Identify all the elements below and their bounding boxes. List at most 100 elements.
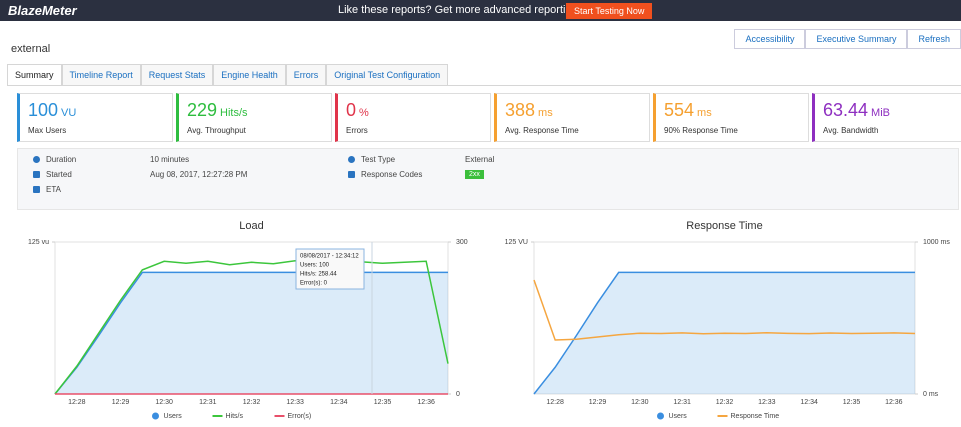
kpi-number: 0 [346, 100, 357, 120]
tab[interactable]: Timeline Report [61, 64, 141, 86]
x-tick-label: 12:34 [800, 399, 818, 406]
kpi-label: Avg. Bandwidth [823, 126, 879, 135]
x-tick-label: 12:29 [589, 399, 607, 406]
kpi-value: 388 ms [505, 100, 553, 121]
info-value: Aug 08, 2017, 12:27:28 PM [150, 170, 248, 179]
kpi-value: 100 VU [28, 100, 76, 121]
x-tick-label: 12:33 [286, 399, 304, 406]
info-value: 2xx [465, 170, 484, 179]
legend-label: Users [669, 413, 688, 420]
series-line [533, 271, 915, 395]
action-button[interactable]: Refresh [907, 29, 961, 49]
top-bar: BlazeMeter Like these reports? Get more … [0, 0, 961, 21]
y2-tick-label: 1000 ms [923, 239, 950, 246]
info-row: Test Type External [348, 155, 494, 164]
kpi-unit: ms [538, 107, 553, 119]
y2-tick-label: 0 [456, 391, 460, 398]
x-tick-label: 12:36 [885, 399, 903, 406]
series-line [54, 271, 448, 395]
info-icon [33, 171, 40, 179]
info-value: External [465, 155, 495, 164]
kpi-number: 554 [664, 100, 695, 120]
kpi-label: Avg. Throughput [187, 126, 246, 135]
info-row: ETA [33, 185, 61, 194]
kpi-unit: % [359, 107, 369, 119]
tab-divider [7, 85, 961, 86]
plot-area [54, 241, 449, 395]
kpi-unit: VU [61, 107, 77, 119]
kpi-label: 90% Response Time [664, 126, 738, 135]
x-tick-label: 12:36 [417, 399, 435, 406]
actions: Accessibility Executive Summary Refresh [734, 29, 961, 49]
info-label: ETA [46, 185, 61, 194]
kpi-label: Avg. Response Time [505, 126, 579, 135]
series-line [54, 259, 449, 395]
action-button[interactable]: Executive Summary [805, 29, 908, 49]
x-tick-label: 12:32 [716, 399, 734, 406]
info-icon [348, 171, 355, 179]
kpi-unit: Hits/s [220, 107, 248, 119]
legend-label: Error(s) [288, 413, 312, 420]
legend-label: Users [164, 413, 183, 420]
kpi-number: 229 [187, 100, 218, 120]
action-button[interactable]: Accessibility [734, 29, 806, 49]
kpi-unit: ms [697, 107, 712, 119]
kpi-value: 229 Hits/s [187, 100, 248, 121]
kpis: 100 VU Max Users 229 Hits/s Avg. Throughput 0%… [17, 93, 961, 142]
x-tick-label: 12:32 [243, 399, 261, 406]
x-tick-label: 12:35 [843, 399, 861, 406]
chart-title: Response Time [686, 220, 762, 232]
chart-title: Load [239, 220, 263, 232]
x-tick-label: 12:31 [199, 399, 217, 406]
x-tick-label: 12:34 [330, 399, 348, 406]
tab[interactable]: Original Test Configuration [326, 64, 449, 86]
x-tick-label: 12:33 [758, 399, 776, 406]
y-tick-label: 125 vu [28, 239, 49, 246]
test-name: external [11, 43, 51, 55]
tab[interactable]: Engine Health [213, 64, 286, 86]
tooltip-line: Users: 100 [300, 263, 330, 269]
x-tick-label: 12:35 [374, 399, 392, 406]
kpi-number: 388 [505, 100, 536, 120]
y-tick-label: 125 VU [505, 239, 528, 246]
info-row: Started Aug 08, 2017, 12:27:28 PM [33, 170, 247, 179]
kpi-card: 229 Hits/s Avg. Throughput [176, 93, 332, 142]
tab[interactable]: Errors [285, 64, 327, 86]
kpi-label: Max Users [28, 126, 67, 135]
y2-tick-label: 300 [456, 239, 468, 246]
plot-area [533, 241, 916, 395]
charts: Load 125 vu 300 0 12:28 12:29 12:30 12:31 12:32 1… [28, 220, 950, 420]
kpi-card: 100 VU Max Users [17, 93, 173, 142]
tab[interactable]: Request Stats [140, 64, 214, 86]
tooltip-line: Hits/s: 258.44 [300, 272, 337, 278]
info-label: Test Type [361, 155, 396, 164]
x-tick-label: 12:29 [112, 399, 130, 406]
tooltip-line: Error(s): 0 [300, 281, 328, 287]
kpi-value: 0% [346, 100, 369, 121]
kpi-value: 554 ms [664, 100, 712, 121]
cta-button[interactable]: Start Testing Now [566, 3, 653, 19]
promo-text: Like these reports? Get more advanced re… [338, 4, 621, 16]
legend-symbol [657, 412, 664, 420]
kpi-number: 100 [28, 100, 59, 120]
info-panel: Duration 10 minutes Started Aug 08, 2017, 1… [17, 148, 959, 210]
kpi-value: 63.44 MiB [823, 100, 890, 121]
info-row: Duration 10 minutes [33, 155, 189, 164]
kpi-card: 63.44 MiB Avg. Bandwidth [812, 93, 961, 142]
kpi-card: 554 ms 90% Response Time [653, 93, 809, 142]
tooltip-line: 08/08/2017 - 12:34:12 [300, 254, 359, 260]
x-tick-label: 12:31 [673, 399, 691, 406]
legend-symbol [152, 412, 159, 420]
legend-label: Hits/s [226, 413, 244, 420]
tab[interactable]: Summary [7, 64, 62, 86]
info-icon [33, 186, 40, 194]
x-tick-label: 12:28 [68, 399, 86, 406]
info-label: Duration [46, 155, 77, 164]
logo[interactable]: BlazeMeter [8, 3, 77, 18]
info-icon [348, 156, 355, 164]
tooltip [295, 248, 365, 290]
kpi-label: Errors [346, 126, 368, 135]
info-value: 10 minutes [150, 155, 190, 164]
info-icon [33, 156, 40, 164]
